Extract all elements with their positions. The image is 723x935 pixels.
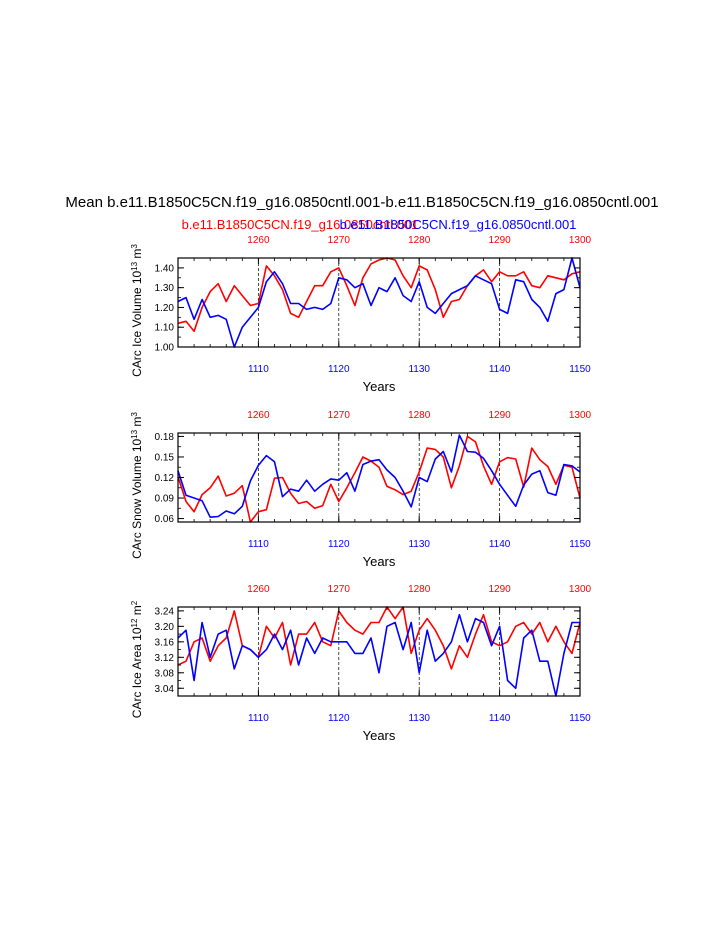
y-axis-title-text: m [130,605,144,618]
y-axis-title-exponent: 3 [130,412,139,417]
y-tick-label: 0.18 [155,432,175,443]
x-tick-label-top: 1280 [408,584,431,595]
y-tick-label: 3.04 [155,684,175,695]
y-tick-label: 0.12 [155,473,175,484]
y-tick-label: 3.20 [155,622,175,633]
x-tick-label-top: 1270 [328,235,351,246]
chart-panels: 1110 1120 1130 1140 1150 1260 1270 1280 1290 1300… [130,235,592,743]
x-tick-label-bottom: 1130 [408,713,430,724]
plot-frame [177,432,581,523]
x-tick-label-top: 1270 [328,584,351,595]
y-tick-label: 1.10 [155,323,175,334]
x-tick-label-bottom: 1110 [248,364,269,375]
y-axis-title: CArc Snow Volume 1013 m3 [130,412,145,559]
x-tick-label-top: 1290 [488,235,511,246]
x-tick-label-bottom: 1120 [328,364,350,375]
series-line-red [177,257,581,333]
x-tick-label-top: 1300 [569,584,592,595]
x-tick-label-top: 1290 [488,410,511,421]
x-tick-label-bottom: 1150 [569,713,591,724]
y-tick-label: 1.00 [155,343,175,354]
x-axis-title: Years [363,728,396,743]
y-tick-label: 0.06 [155,514,175,525]
y-tick-label: 3.24 [155,606,175,617]
x-tick-label-top: 1260 [247,235,270,246]
y-axis-title-exponent: 2 [130,600,139,605]
x-tick-label-top: 1270 [328,410,351,421]
x-tick-label-top: 1260 [247,584,270,595]
x-tick-label-bottom: 1130 [408,364,430,375]
x-tick-label-bottom: 1140 [489,364,511,375]
series-line-blue [177,434,581,519]
y-axis-title-exponent: 13 [130,261,139,270]
x-tick-label-top: 1280 [408,235,431,246]
figure-title: Mean b.e11.B1850C5CN.f19_g16.0850cntl.00… [65,194,658,211]
y-axis-title-exponent: 3 [130,244,139,249]
y-tick-label: 3.08 [155,668,175,679]
y-axis-title-text: CArc Ice Area 10 [130,627,144,718]
y-axis-title: CArc Ice Area 1012 m2 [130,600,145,718]
y-tick-label: 3.12 [155,653,175,664]
y-tick-label: 0.09 [155,494,175,505]
series-line-blue [177,613,580,697]
plot-frame [177,257,581,348]
y-tick-label: 3.16 [155,637,175,648]
x-tick-label-bottom: 1120 [328,539,350,550]
chart-panel-3: 1110 1120 1130 1140 1150 1260 1270 1280 1290 1300… [130,584,592,743]
y-axis-title-exponent: 13 [130,429,139,438]
x-tick-label-bottom: 1150 [569,364,591,375]
chart-panel-2: 1110 1120 1130 1140 1150 1260 1270 1280 1290 1300… [130,410,592,569]
y-tick-label: 1.20 [155,303,175,314]
y-axis-title: CArc Ice Volume 1013 m3 [130,244,145,377]
y-axis-title-exponent: 12 [130,618,139,627]
x-tick-label-top: 1300 [569,410,592,421]
y-tick-label: 0.15 [155,452,175,463]
y-axis-title-text: CArc Snow Volume 10 [130,438,144,558]
x-tick-label-bottom: 1110 [248,539,269,550]
x-tick-label-top: 1300 [569,235,592,246]
x-axis-title: Years [363,379,396,394]
x-tick-label-bottom: 1110 [248,713,269,724]
x-tick-label-bottom: 1120 [328,713,350,724]
chart-panel-1: 1110 1120 1130 1140 1150 1260 1270 1280 1290 1300… [130,235,592,394]
x-tick-label-bottom: 1140 [489,713,511,724]
x-tick-label-bottom: 1130 [408,539,430,550]
x-axis-title: Years [363,554,396,569]
x-tick-label-top: 1290 [488,584,511,595]
legend-red-run: b.e11.B1850C5CN.f19_g16.0850cntl.001 [182,217,419,232]
y-axis-title-text: m [130,249,144,262]
legend-blue-run: b.e11.B1850C5CN.f19_g16.0850cntl.001 [340,217,577,232]
x-tick-label-bottom: 1140 [489,539,511,550]
y-tick-label: 1.40 [155,263,175,274]
y-axis-title-text: CArc Ice Volume 10 [130,271,144,377]
y-axis-title-text: m [130,417,144,430]
y-tick-label: 1.30 [155,283,175,294]
x-tick-label-bottom: 1150 [569,539,591,550]
x-tick-label-top: 1260 [247,410,270,421]
series-line-blue [177,257,581,348]
x-tick-label-top: 1280 [408,410,431,421]
plot-frame [177,606,581,697]
